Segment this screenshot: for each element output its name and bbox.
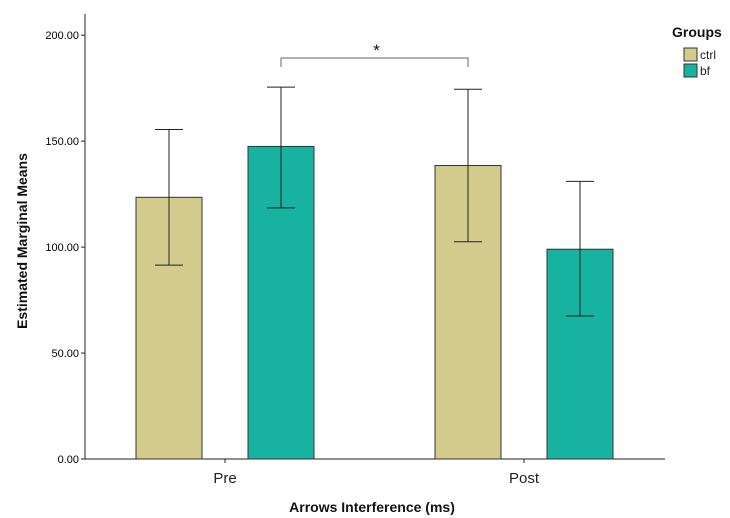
x-tick-label-post: Post <box>509 470 540 487</box>
legend-label-bf: bf <box>700 64 711 78</box>
x-tick-label-pre: Pre <box>213 470 236 487</box>
significance-bracket <box>280 57 469 67</box>
y-tick-label: 100.00 <box>45 242 79 254</box>
y-tick-label: 0.00 <box>58 454 79 466</box>
significance-marker: * <box>373 41 380 60</box>
y-tick-label: 150.00 <box>45 136 79 148</box>
legend-swatch-bf <box>683 63 698 78</box>
y-axis-title: Estimated Marginal Means <box>14 153 30 329</box>
legend-swatch-ctrl <box>683 47 698 62</box>
y-tick-label: 50.00 <box>51 348 79 360</box>
legend-label-ctrl: ctrl <box>700 48 716 62</box>
y-tick-label: 200.00 <box>45 30 79 42</box>
bars-layer <box>135 145 614 460</box>
x-axis-title: Arrows Interference (ms) <box>289 499 455 515</box>
legend: Groups ctrl bf <box>672 24 722 78</box>
legend-title: Groups <box>672 24 722 40</box>
annotation-layer: * <box>280 41 469 67</box>
error-bars-layer <box>155 86 594 317</box>
